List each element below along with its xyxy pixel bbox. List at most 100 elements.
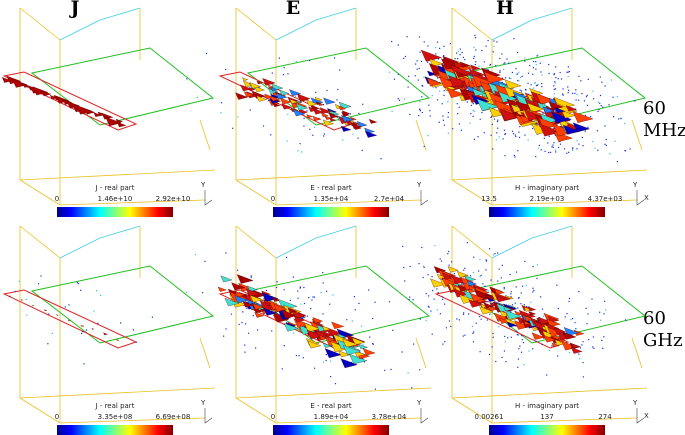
- field-dot: [487, 290, 489, 292]
- field-dot: [582, 376, 584, 378]
- field-dot: [469, 310, 471, 312]
- field-dot: [422, 265, 425, 267]
- field-dot: [483, 132, 485, 134]
- field-arrow: [275, 92, 288, 100]
- field-dot: [493, 118, 496, 120]
- field-arrow: [252, 303, 264, 310]
- field-dot: [37, 283, 40, 285]
- field-dot: [391, 110, 393, 112]
- field-arrow: [248, 87, 256, 91]
- field-dot: [362, 103, 364, 105]
- field-dot: [432, 290, 434, 292]
- field-dot: [416, 60, 418, 62]
- field-dot: [406, 36, 408, 38]
- field-dot: [495, 139, 497, 141]
- field-dot: [322, 282, 324, 284]
- field-arrow: [279, 97, 292, 105]
- field-dot: [469, 275, 472, 277]
- field-dot: [510, 310, 512, 312]
- field-dot: [429, 115, 431, 117]
- field-dot: [624, 150, 627, 152]
- wireframe-edge: [451, 7, 493, 41]
- field-dot: [473, 138, 476, 140]
- field-dot: [429, 110, 431, 112]
- field-dot: [427, 305, 430, 307]
- field-dot: [230, 313, 233, 315]
- colorbar: [489, 207, 605, 217]
- field-dot: [575, 99, 577, 101]
- field-dot: [616, 96, 618, 98]
- field-dot: [510, 291, 512, 293]
- field-dot: [461, 51, 463, 54]
- colorbar-title: E - real part: [310, 402, 352, 410]
- field-dot: [592, 336, 595, 338]
- axis-triad: [420, 190, 429, 206]
- field-dot: [487, 301, 489, 303]
- field-arrow: [319, 335, 328, 341]
- colorbar-tick-label: 6.69e+08: [156, 413, 191, 421]
- field-dot: [564, 316, 566, 318]
- field-dot: [542, 315, 544, 317]
- wireframe-edge: [451, 225, 493, 259]
- field-dot: [492, 336, 494, 338]
- field-dot: [362, 357, 364, 360]
- field-arrow: [362, 348, 376, 356]
- field-arrow: [358, 343, 369, 350]
- field-dot: [478, 65, 480, 67]
- field-dot: [427, 135, 429, 137]
- field-dot: [532, 127, 534, 130]
- field-dot: [448, 250, 450, 253]
- colorbar-tick-label: 0: [271, 195, 275, 203]
- field-dot: [519, 89, 521, 91]
- field-dot: [462, 283, 464, 285]
- field-dot: [516, 334, 518, 336]
- field-arrow: [315, 330, 329, 338]
- field-dot: [462, 313, 465, 315]
- field-arrow: [306, 114, 314, 118]
- field-dot: [422, 276, 424, 279]
- colorbar-tick-label: 137: [540, 413, 553, 421]
- field-dot: [504, 341, 506, 343]
- column-header: J: [69, 0, 80, 19]
- field-dot: [95, 290, 98, 292]
- field-dot: [447, 111, 450, 114]
- field-dot: [511, 71, 513, 74]
- field-dot: [530, 301, 532, 303]
- field-arrow: [293, 316, 306, 323]
- field-dot: [496, 120, 499, 123]
- axis-triad: [636, 190, 645, 206]
- column-header: H: [496, 0, 514, 19]
- field-dot: [436, 288, 438, 290]
- wireframe-edge: [19, 179, 61, 206]
- field-dot: [559, 141, 561, 143]
- field-dot: [421, 96, 423, 98]
- field-dot: [485, 259, 487, 261]
- field-dot: [237, 269, 239, 271]
- field-dot: [445, 327, 448, 329]
- field-dot: [532, 265, 534, 268]
- field-arrow: [503, 306, 513, 312]
- field-dot: [523, 363, 525, 366]
- field-dot: [517, 366, 519, 368]
- field-dot: [539, 62, 541, 64]
- field-arrow: [469, 293, 486, 302]
- field-dot: [477, 136, 479, 138]
- field-dot: [555, 76, 557, 79]
- field-dot: [535, 64, 537, 66]
- field-dot: [490, 115, 493, 117]
- field-dot: [524, 60, 526, 62]
- field-dot: [504, 62, 506, 64]
- field-dot: [18, 280, 20, 282]
- colorbar: [273, 425, 389, 435]
- field-arrow: [308, 106, 318, 112]
- field-dot: [512, 133, 515, 135]
- field-dot: [418, 263, 420, 265]
- field-dot: [485, 45, 487, 47]
- field-arrow: [572, 111, 594, 123]
- field-dot: [604, 125, 606, 127]
- field-arrow: [527, 102, 545, 113]
- field-dot: [523, 304, 525, 306]
- field-dot: [499, 57, 501, 60]
- field-dot: [83, 363, 85, 365]
